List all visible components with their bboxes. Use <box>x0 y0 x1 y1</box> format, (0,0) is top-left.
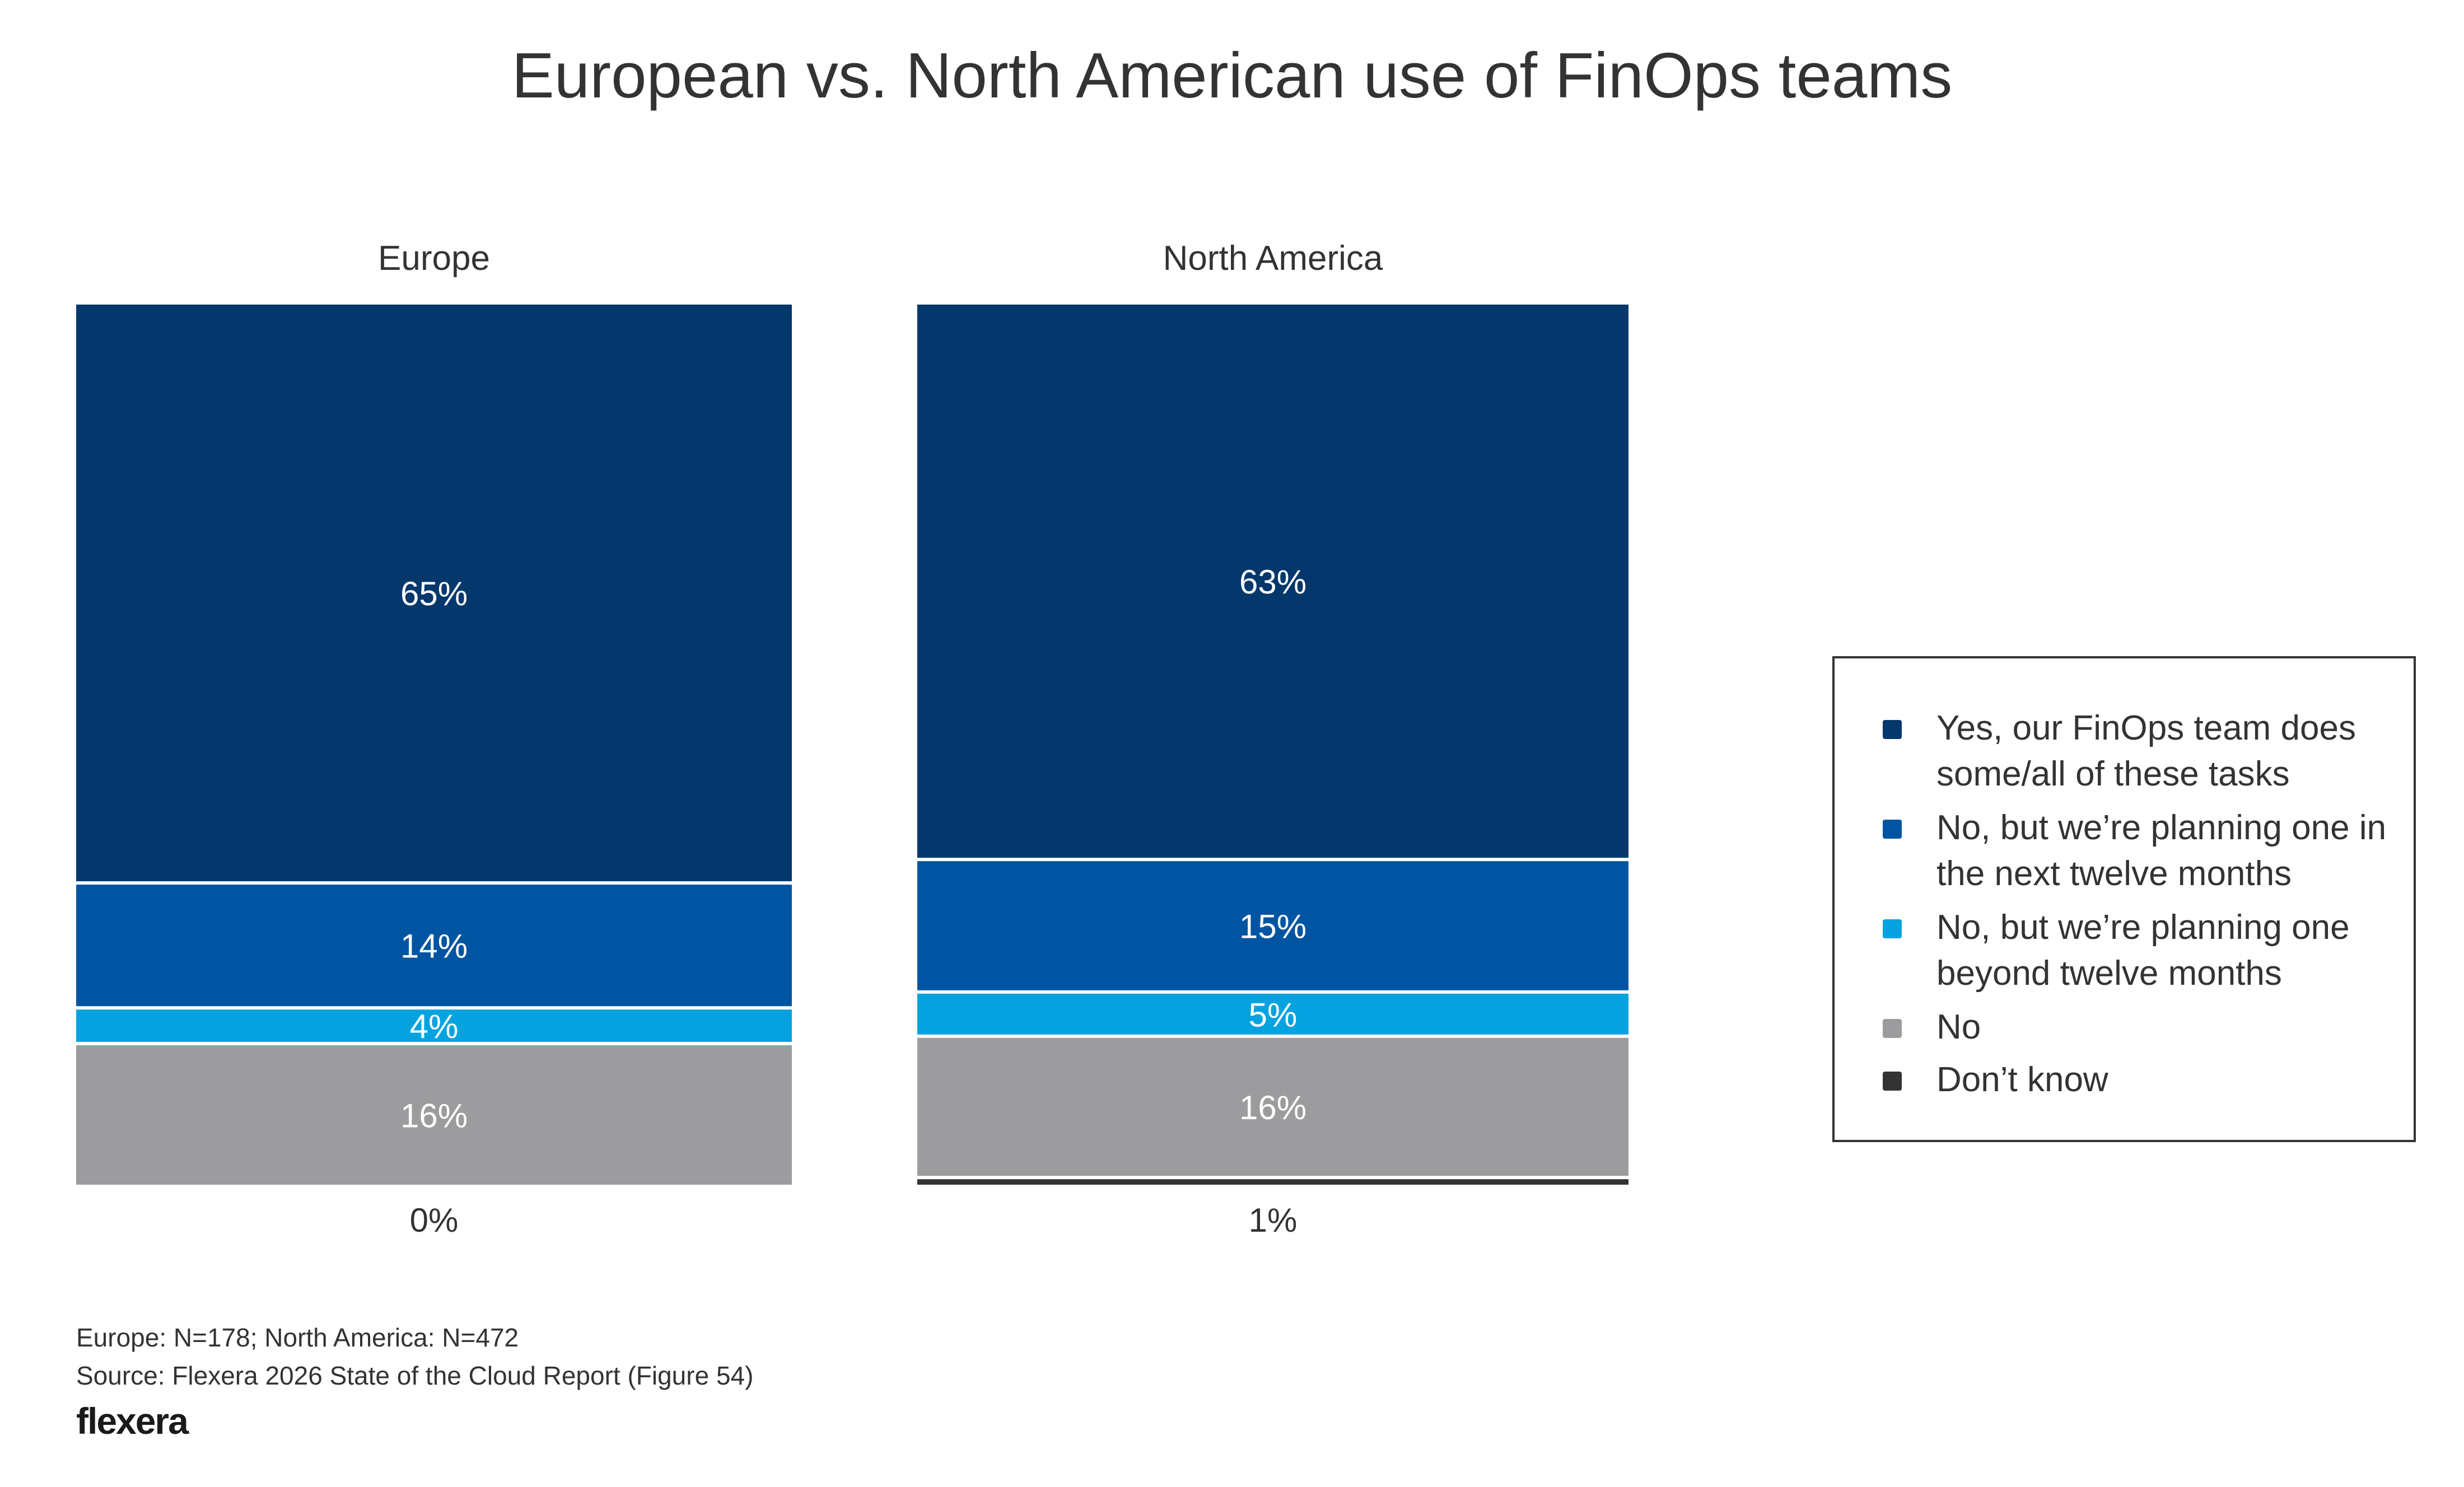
source-note: Source: Flexera 2026 State of the Cloud … <box>76 1361 754 1390</box>
legend-item-3: No <box>1883 1004 2396 1050</box>
category-label-0: Europe <box>378 239 490 278</box>
data-label-1-1: 15% <box>1239 908 1306 945</box>
legend-label-1: No, but we’re planning one in the next t… <box>1936 808 2387 893</box>
bar-segment-1-1 <box>917 861 1628 990</box>
logo-text: flexera <box>76 1400 189 1442</box>
data-label-0-1: 14% <box>400 928 468 965</box>
data-label-1-4: 1% <box>1249 1201 1298 1239</box>
legend-item-4: Don’t know <box>1883 1057 2396 1103</box>
legend-swatch-2 <box>1883 919 1902 938</box>
legend-item-0: Yes, our FinOps team does some/all of th… <box>1883 705 2396 797</box>
bar-segment-1-3 <box>917 1037 1628 1176</box>
legend-label-3: No <box>1936 1008 1981 1046</box>
stacked-bar-chart: Europe 65% 14% 4% 16% 0% North America 63% 15% 5%… <box>76 239 1628 1239</box>
bar-segment-0-2 <box>76 1009 792 1042</box>
legend-label-4: Don’t know <box>1936 1060 2108 1099</box>
legend-label-2: No, but we’re planning one beyond twelve… <box>1936 908 2350 993</box>
bar-segment-1-0 <box>917 305 1628 858</box>
category-label-1: North America <box>1163 239 1383 278</box>
bar-segment-1-2 <box>917 993 1628 1035</box>
bar-segment-0-3 <box>76 1045 792 1185</box>
legend-swatch-0 <box>1883 720 1902 739</box>
bar-segment-1-4 <box>917 1179 1628 1185</box>
data-label-0-3: 16% <box>400 1097 468 1134</box>
chart-title: European vs. North American use of FinOp… <box>511 40 1953 111</box>
flexera-logo: flexera. <box>76 1400 190 1442</box>
legend-swatch-4 <box>1883 1072 1902 1091</box>
data-label-0-0: 65% <box>400 575 468 612</box>
chart-legend: Yes, our FinOps team does some/all of th… <box>1832 656 2416 1142</box>
legend-item-2: No, but we’re planning one beyond twelve… <box>1883 905 2396 997</box>
data-label-1-0: 63% <box>1239 563 1306 601</box>
sample-size-note: Europe: N=178; North America: N=472 <box>76 1323 519 1352</box>
data-label-1-2: 5% <box>1249 996 1298 1034</box>
legend-swatch-1 <box>1883 820 1902 839</box>
bar-segment-0-0 <box>76 305 792 882</box>
bar-segment-0-1 <box>76 885 792 1007</box>
legend-swatch-3 <box>1883 1019 1902 1038</box>
data-label-1-3: 16% <box>1239 1089 1306 1126</box>
logo-mark: . <box>187 1424 190 1437</box>
legend-item-1: No, but we’re planning one in the next t… <box>1883 805 2396 897</box>
legend-label-0: Yes, our FinOps team does some/all of th… <box>1936 709 2356 793</box>
data-label-0-4: 0% <box>410 1201 459 1239</box>
data-label-0-2: 4% <box>410 1008 459 1045</box>
